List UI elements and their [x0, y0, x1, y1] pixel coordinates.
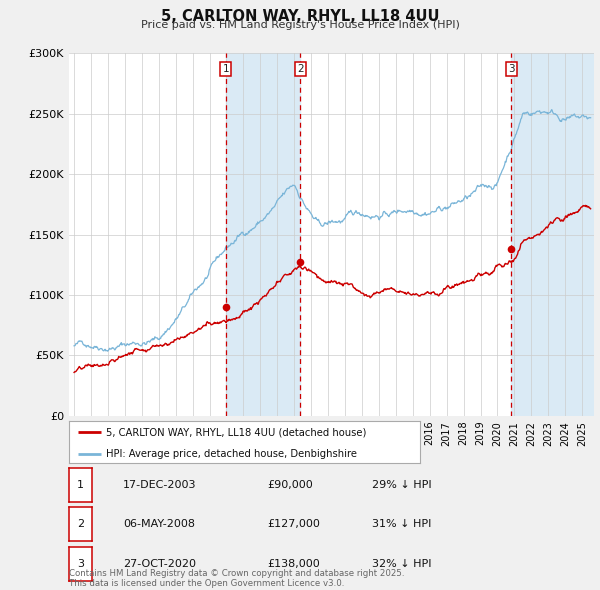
Text: 5, CARLTON WAY, RHYL, LL18 4UU: 5, CARLTON WAY, RHYL, LL18 4UU — [161, 9, 439, 24]
Text: 2: 2 — [297, 64, 304, 74]
Text: 1: 1 — [223, 64, 229, 74]
Text: 06-MAY-2008: 06-MAY-2008 — [123, 519, 195, 529]
Text: 31% ↓ HPI: 31% ↓ HPI — [372, 519, 431, 529]
Text: HPI: Average price, detached house, Denbighshire: HPI: Average price, detached house, Denb… — [106, 449, 357, 459]
Text: 1: 1 — [77, 480, 84, 490]
Text: 3: 3 — [77, 559, 84, 569]
Text: 2: 2 — [77, 519, 84, 529]
Text: £90,000: £90,000 — [267, 480, 313, 490]
Text: 32% ↓ HPI: 32% ↓ HPI — [372, 559, 431, 569]
Text: 3: 3 — [508, 64, 515, 74]
Text: 17-DEC-2003: 17-DEC-2003 — [123, 480, 197, 490]
Text: Price paid vs. HM Land Registry's House Price Index (HPI): Price paid vs. HM Land Registry's House … — [140, 20, 460, 30]
Text: 5, CARLTON WAY, RHYL, LL18 4UU (detached house): 5, CARLTON WAY, RHYL, LL18 4UU (detached… — [106, 427, 366, 437]
Text: Contains HM Land Registry data © Crown copyright and database right 2025.
This d: Contains HM Land Registry data © Crown c… — [69, 569, 404, 588]
Text: 27-OCT-2020: 27-OCT-2020 — [123, 559, 196, 569]
Text: £127,000: £127,000 — [267, 519, 320, 529]
Text: £138,000: £138,000 — [267, 559, 320, 569]
Text: 29% ↓ HPI: 29% ↓ HPI — [372, 480, 431, 490]
Bar — [226, 53, 300, 416]
Bar — [511, 53, 600, 416]
